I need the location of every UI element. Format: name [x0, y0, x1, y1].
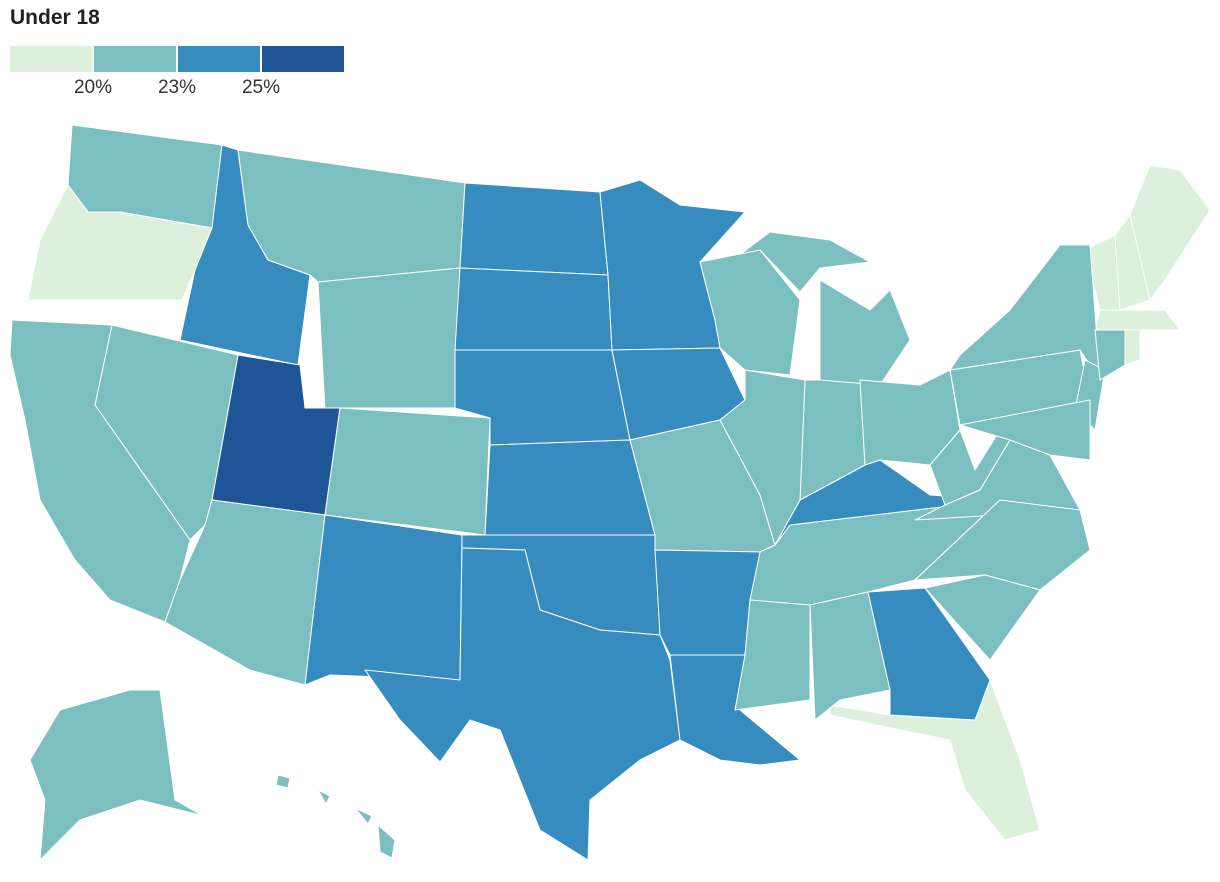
state — [364, 547, 681, 861]
state — [454, 267, 613, 351]
state — [719, 369, 806, 546]
state — [699, 249, 801, 376]
legend-break-label: 25% — [242, 77, 280, 98]
state — [1129, 164, 1211, 301]
state — [959, 399, 1091, 461]
legend: 20% 23% 25% — [10, 46, 344, 98]
state — [459, 182, 609, 276]
legend-swatch — [178, 46, 260, 72]
state — [819, 279, 911, 386]
state — [1094, 309, 1181, 331]
map-title: Under 18 — [10, 6, 100, 29]
state — [1094, 329, 1126, 381]
states — [9, 124, 1211, 861]
legend-break-label: 20% — [74, 77, 112, 98]
legend-swatch — [94, 46, 176, 72]
state — [949, 244, 1101, 381]
legend-break-label: 23% — [158, 77, 196, 98]
state — [484, 439, 656, 536]
state — [809, 591, 891, 721]
state — [275, 774, 396, 859]
state — [29, 689, 246, 861]
state — [9, 319, 191, 623]
legend-swatch — [262, 46, 344, 72]
state — [324, 407, 491, 536]
state — [924, 574, 1041, 661]
state — [729, 231, 871, 293]
legend-swatch — [10, 46, 92, 72]
state — [304, 514, 463, 686]
state — [734, 599, 811, 711]
state — [317, 267, 461, 411]
state — [1124, 329, 1141, 366]
